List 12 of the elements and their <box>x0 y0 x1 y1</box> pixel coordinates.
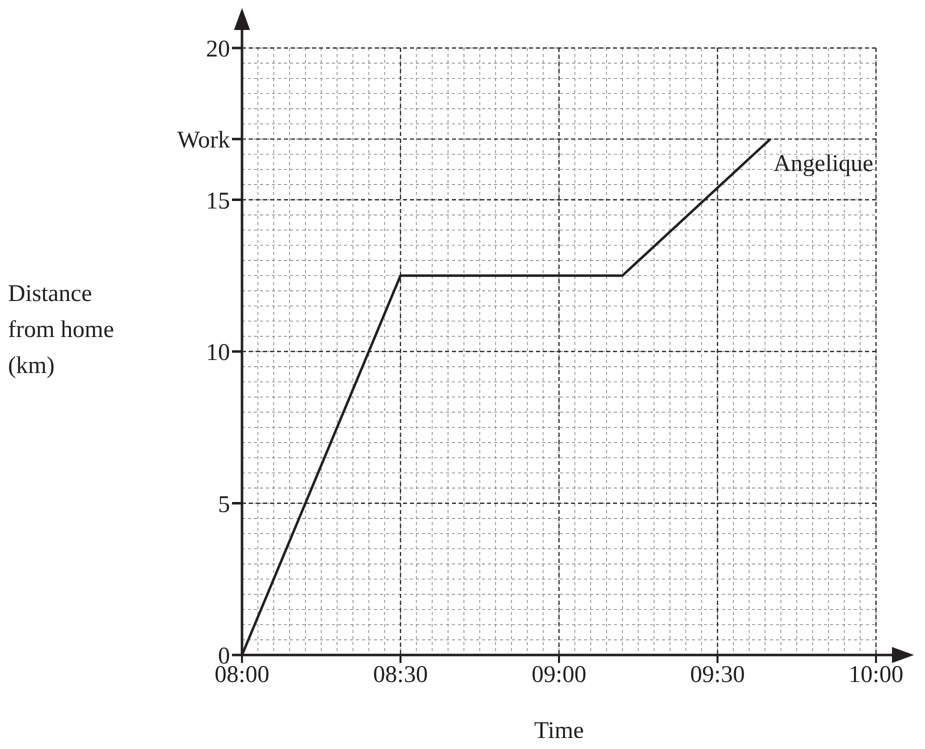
x-tick-label: 09:00 <box>532 662 586 688</box>
y-tick-label: 5 <box>218 492 230 518</box>
x-tick-label: 10:00 <box>848 662 904 688</box>
series-label: Angelique <box>773 151 874 178</box>
y-axis-title: Distance from home (km) <box>8 280 114 381</box>
y-tick-label: Work <box>177 128 230 154</box>
y-tick-label: 20 <box>206 36 230 63</box>
y-tick-label: 15 <box>206 188 230 214</box>
y-tick-label: 10 <box>206 340 230 366</box>
x-axis-title: Time <box>534 718 584 744</box>
x-tick-label: 08:30 <box>373 662 428 688</box>
x-tick-label: 09:30 <box>690 662 745 688</box>
